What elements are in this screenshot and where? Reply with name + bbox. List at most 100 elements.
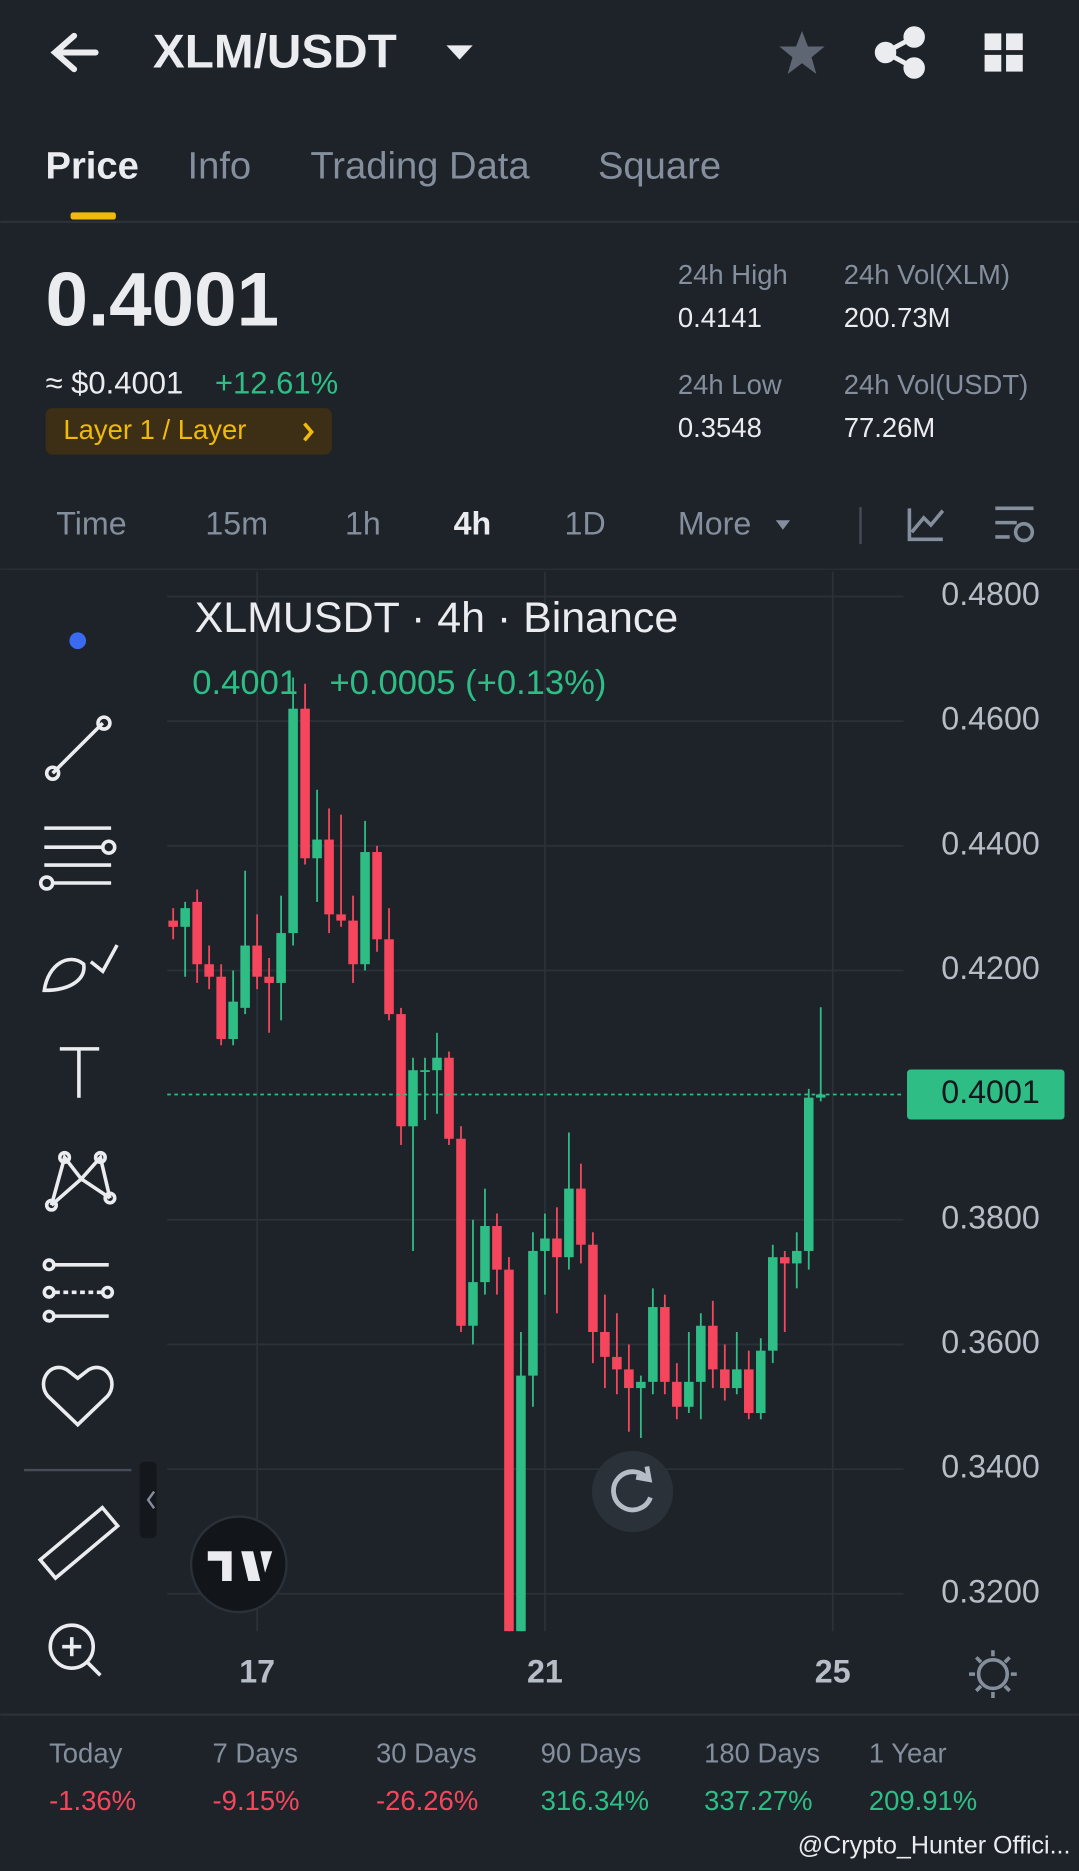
tag-chevron	[303, 422, 314, 442]
pattern-tool[interactable]	[44, 1150, 117, 1212]
y-tick-label: 0.4200	[941, 950, 1039, 986]
candle-body	[791, 1250, 802, 1264]
interval[interactable]: More	[678, 506, 751, 542]
y-tick-label: 0.4800	[941, 576, 1039, 612]
stat-label: 24h High	[678, 259, 788, 290]
ruler-tool[interactable]	[37, 1505, 121, 1581]
indicator-icon[interactable]	[907, 508, 945, 542]
zoom-tool[interactable]	[48, 1623, 102, 1677]
candle-body	[744, 1369, 754, 1414]
candle-body	[456, 1138, 466, 1326]
brush-tool[interactable]	[42, 944, 119, 993]
candle-body	[444, 1057, 454, 1139]
candle-body	[612, 1356, 622, 1370]
favorite-tools[interactable]	[41, 1365, 114, 1428]
reset-button[interactable]	[592, 1450, 674, 1533]
text-tool[interactable]	[59, 1047, 100, 1098]
candle-body	[516, 1375, 526, 1632]
y-tick-label: 0.3200	[941, 1573, 1039, 1609]
candle-body	[204, 964, 214, 977]
tag-text[interactable]: Layer 1 / Layer	[63, 414, 246, 445]
settings-icon[interactable]	[995, 506, 1035, 543]
pair-dropdown[interactable]	[446, 45, 473, 60]
candle-body	[228, 1001, 238, 1040]
period-change: -1.36%	[49, 1785, 136, 1816]
x-tick-label: 17	[239, 1654, 275, 1690]
y-tick-label: 0.4400	[941, 825, 1039, 861]
stat-value: 0.3548	[678, 412, 762, 443]
forecast-tool[interactable]	[42, 1258, 115, 1323]
candle-body	[684, 1381, 694, 1407]
reset-icon	[611, 1466, 653, 1513]
candle-body	[636, 1381, 646, 1389]
stat-label: 24h Vol(XLM)	[844, 259, 1010, 290]
tv-logo	[189, 1515, 288, 1614]
candle-body	[600, 1331, 610, 1357]
period-label: 7 Days	[213, 1738, 298, 1769]
usd-price: ≈ $0.4001	[45, 366, 183, 401]
candle-body	[276, 933, 286, 983]
candle-body	[408, 1070, 418, 1127]
candle-body	[540, 1238, 550, 1251]
candle-body	[264, 976, 274, 983]
candle-body	[360, 852, 370, 965]
last-price: 0.4001	[45, 258, 279, 343]
chart-last: 0.4001	[192, 664, 298, 702]
candle-body	[732, 1369, 742, 1389]
grid-menu-icon[interactable]	[984, 33, 1023, 72]
period-label: Today	[49, 1738, 122, 1769]
period-change: -9.15%	[213, 1785, 300, 1816]
candle-body	[480, 1226, 490, 1283]
candle-body	[696, 1325, 706, 1382]
stat-label: 24h Vol(USDT)	[844, 369, 1029, 400]
candle-body	[815, 1094, 826, 1098]
tab[interactable]: Trading Data	[310, 144, 530, 187]
chart-change: +0.0005 (+0.13%)	[329, 664, 606, 702]
favorite-icon[interactable]	[779, 31, 825, 74]
candle-body	[779, 1257, 790, 1264]
chart-settings-icon[interactable]	[969, 1650, 1017, 1698]
candle-body	[648, 1307, 658, 1382]
candle-body	[492, 1226, 502, 1270]
candle-body	[468, 1282, 478, 1326]
stat-value: 77.26M	[844, 412, 936, 443]
stat-value: 0.4141	[678, 302, 762, 333]
chart: 0.4800 0.4600 0.4400 0.4200 0.3800 0.3600 0.34…	[167, 571, 1065, 1690]
candle-body	[720, 1369, 730, 1389]
y-tick-label: 0.3400	[941, 1449, 1039, 1485]
share-icon[interactable]	[874, 26, 925, 79]
trendline-tool[interactable]	[44, 715, 112, 781]
interval[interactable]: 4h	[454, 506, 492, 542]
candle-body	[756, 1350, 766, 1414]
candle-body	[372, 852, 382, 940]
x-tick-label: 21	[527, 1654, 563, 1690]
candle-body	[432, 1057, 442, 1071]
tab[interactable]: Square	[598, 144, 721, 187]
candle-body	[168, 920, 178, 927]
y-tick-label: 0.3800	[941, 1199, 1039, 1235]
period-label: 180 Days	[704, 1738, 820, 1769]
y-tick-label: 0.4600	[941, 701, 1039, 737]
interval[interactable]: Time	[56, 506, 126, 542]
more-dropdown	[775, 520, 791, 530]
collapse-chevron	[146, 1490, 156, 1509]
tab[interactable]: Info	[187, 144, 251, 187]
interval[interactable]: 1h	[345, 506, 381, 542]
interval[interactable]: 1D	[565, 506, 606, 542]
back-button[interactable]	[50, 32, 99, 73]
candle-body	[552, 1238, 562, 1258]
watermark: @Crypto_Hunter Offici...	[798, 1832, 1071, 1860]
tag-chip[interactable]	[45, 408, 332, 455]
candle-body	[504, 1269, 514, 1632]
period-change: 337.27%	[704, 1785, 812, 1816]
fib-tool[interactable]	[38, 826, 117, 891]
tab[interactable]: Price	[45, 144, 138, 187]
candle-body	[216, 976, 226, 1040]
interval[interactable]: 15m	[205, 506, 268, 542]
pair-title[interactable]: XLM/USDT	[153, 25, 397, 78]
last-price-label: 0.4001	[941, 1074, 1039, 1110]
candle-body	[564, 1188, 574, 1258]
